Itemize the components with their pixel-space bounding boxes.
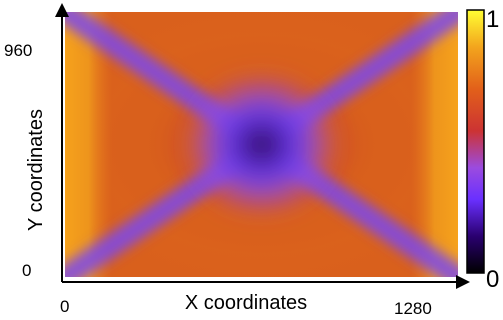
x-tick-min: 0 xyxy=(60,297,69,316)
x-axis-label: X coordinates xyxy=(185,292,307,314)
y-axis-label: Y coordinates xyxy=(25,109,47,231)
colorbar: 1 0 xyxy=(466,6,499,293)
y-tick-max: 960 xyxy=(4,41,32,60)
y-tick-min: 0 xyxy=(22,261,31,280)
heatmap-field xyxy=(65,12,458,277)
central-minimum xyxy=(186,75,337,214)
colorbar-max-label: 1 xyxy=(486,6,499,33)
colorbar-min-label: 0 xyxy=(486,266,499,293)
colorbar-gradient xyxy=(466,9,485,274)
x-tick-max: 1280 xyxy=(394,299,432,318)
